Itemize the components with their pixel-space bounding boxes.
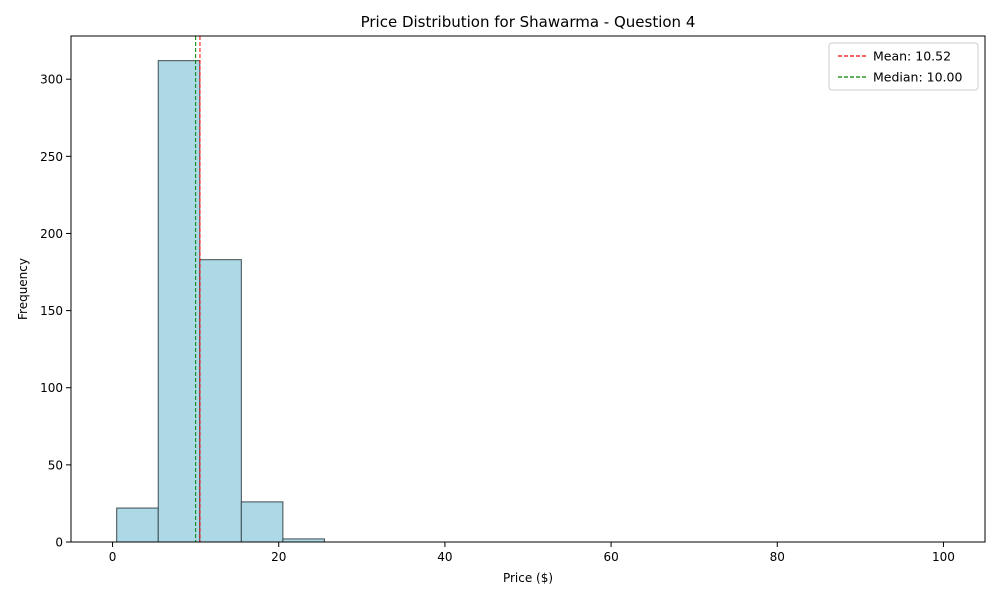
x-tick-label: 80 bbox=[770, 550, 785, 564]
bars-layer bbox=[116, 60, 325, 543]
legend-box bbox=[828, 42, 979, 91]
histogram-bar-0 bbox=[116, 507, 159, 543]
y-tick-label: 50 bbox=[48, 458, 63, 472]
x-tick-label: 40 bbox=[437, 550, 452, 564]
x-tick-label: 100 bbox=[932, 550, 955, 564]
y-tick-label: 300 bbox=[40, 73, 63, 87]
y-tick-label: 200 bbox=[40, 227, 63, 241]
legend-median-label: Median: 10.00 bbox=[873, 70, 962, 85]
y-tick-label: 250 bbox=[40, 150, 63, 164]
histogram-bar-2 bbox=[199, 259, 242, 543]
reference-lines-layer bbox=[195, 36, 201, 542]
x-axis: 0 20 40 60 80 100 bbox=[109, 542, 955, 564]
y-tick-label: 100 bbox=[40, 381, 63, 395]
x-tick-label: 60 bbox=[603, 550, 618, 564]
y-axis-label: Frequency bbox=[16, 258, 30, 320]
plot-frame bbox=[70, 35, 986, 543]
y-tick-label: 150 bbox=[40, 304, 63, 318]
y-axis: 0 50 100 150 200 250 300 bbox=[40, 73, 71, 550]
x-tick-label: 0 bbox=[109, 550, 117, 564]
legend-mean-label: Mean: 10.52 bbox=[873, 49, 951, 64]
x-axis-label: Price ($) bbox=[503, 571, 553, 585]
histogram-bar-1 bbox=[157, 60, 201, 543]
legend: Mean: 10.52 Median: 10.00 bbox=[828, 42, 979, 91]
x-tick-label: 20 bbox=[271, 550, 286, 564]
y-tick-label: 0 bbox=[55, 536, 63, 550]
chart-title: Price Distribution for Shawarma - Questi… bbox=[361, 13, 696, 31]
histogram-bar-3 bbox=[240, 501, 284, 543]
